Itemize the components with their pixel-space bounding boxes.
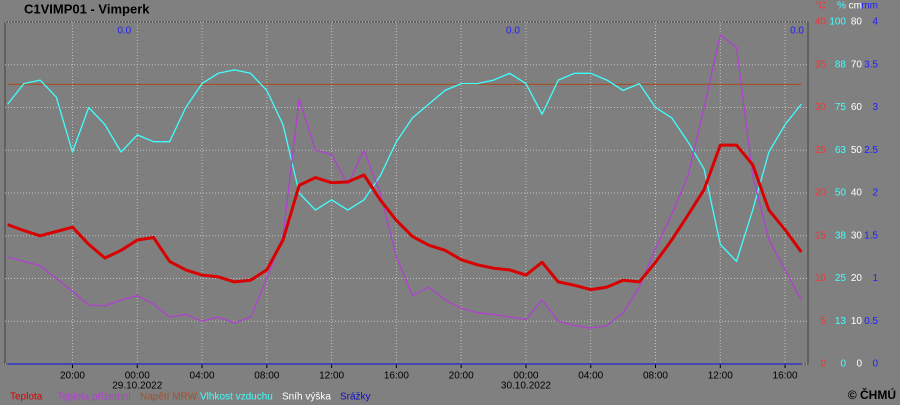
axis-unit: °C bbox=[815, 1, 826, 12]
y-tick-label: 50 bbox=[851, 145, 863, 156]
x-tick-label: 12:00 bbox=[319, 371, 344, 382]
y-tick-label: 0 bbox=[872, 359, 878, 370]
x-tick-label: 12:00 bbox=[708, 371, 733, 382]
axis-unit: % bbox=[837, 1, 846, 12]
y-tick-label: 13 bbox=[835, 316, 847, 327]
x-tick-label: 00:00 bbox=[513, 371, 538, 382]
x-tick-label: 08:00 bbox=[254, 371, 279, 382]
y-tick-label: 20 bbox=[851, 273, 863, 284]
y-tick-label: 5 bbox=[820, 316, 826, 327]
x-tick-label: 16:00 bbox=[384, 371, 409, 382]
precip-sum-label: 0.0 bbox=[506, 26, 520, 37]
series-line bbox=[7, 143, 803, 292]
y-tick-label: 30 bbox=[851, 230, 863, 241]
x-tick-label: 00:00 bbox=[125, 371, 150, 382]
y-tick-label: 0 bbox=[856, 359, 862, 370]
legend-entry: Srážky bbox=[340, 392, 371, 403]
y-tick-label: 75 bbox=[835, 102, 847, 113]
axis-unit: cm bbox=[849, 1, 862, 12]
x-tick-label: 04:00 bbox=[578, 371, 603, 382]
y-tick-label: 1.5 bbox=[864, 230, 878, 241]
y-tick-label: 10 bbox=[815, 273, 827, 284]
y-tick-label: 88 bbox=[835, 59, 847, 70]
axis-unit: mm bbox=[861, 1, 878, 12]
x-tick-label: 04:00 bbox=[190, 371, 215, 382]
y-tick-label: 63 bbox=[835, 145, 847, 156]
legend-entry: Teplota bbox=[10, 392, 43, 403]
y-tick-label: 10 bbox=[851, 316, 863, 327]
y-tick-label: 15 bbox=[815, 230, 827, 241]
y-tick-label: 3.5 bbox=[864, 59, 878, 70]
y-tick-label: 35 bbox=[815, 59, 827, 70]
legend-entry: Vlhkost vzduchu bbox=[200, 392, 273, 403]
y-tick-label: 0 bbox=[820, 359, 826, 370]
legend-entry: Teplota přízemní bbox=[57, 392, 131, 403]
chart-title: C1VIMP01 - Vimperk bbox=[24, 1, 150, 16]
y-tick-label: 25 bbox=[835, 273, 847, 284]
x-date-label: 30.10.2022 bbox=[501, 381, 551, 392]
y-tick-label: 60 bbox=[851, 102, 863, 113]
y-tick-label: 1 bbox=[872, 273, 878, 284]
y-tick-label: 50 bbox=[835, 188, 847, 199]
precip-sum-label: 0.0 bbox=[790, 26, 804, 37]
y-tick-label: 38 bbox=[835, 230, 847, 241]
y-tick-label: 0.5 bbox=[864, 316, 878, 327]
y-tick-label: 0 bbox=[840, 359, 846, 370]
legend-entry: Napětí MRW bbox=[140, 392, 198, 403]
x-date-label: 29.10.2022 bbox=[112, 381, 162, 392]
y-tick-label: 2 bbox=[872, 188, 878, 199]
y-tick-label: 4 bbox=[872, 17, 878, 28]
y-tick-label: 80 bbox=[851, 17, 863, 28]
x-tick-label: 20:00 bbox=[60, 371, 85, 382]
y-tick-label: 40 bbox=[851, 188, 863, 199]
series-line bbox=[7, 34, 802, 329]
precip-sum-label: 0.0 bbox=[117, 26, 131, 37]
legend-entry: Sníh výška bbox=[282, 392, 331, 403]
y-tick-label: 40 bbox=[815, 17, 827, 28]
y-tick-label: 100 bbox=[829, 17, 846, 28]
y-tick-label: 20 bbox=[815, 188, 827, 199]
x-tick-label: 16:00 bbox=[773, 371, 798, 382]
x-tick-label: 08:00 bbox=[643, 371, 668, 382]
y-tick-label: 70 bbox=[851, 59, 863, 70]
y-tick-label: 2.5 bbox=[864, 145, 878, 156]
series-line bbox=[7, 69, 802, 263]
y-tick-label: 30 bbox=[815, 102, 827, 113]
y-tick-label: 3 bbox=[872, 102, 878, 113]
x-tick-label: 20:00 bbox=[449, 371, 474, 382]
y-tick-label: 25 bbox=[815, 145, 827, 156]
copyright: © ČHMÚ bbox=[848, 387, 896, 402]
